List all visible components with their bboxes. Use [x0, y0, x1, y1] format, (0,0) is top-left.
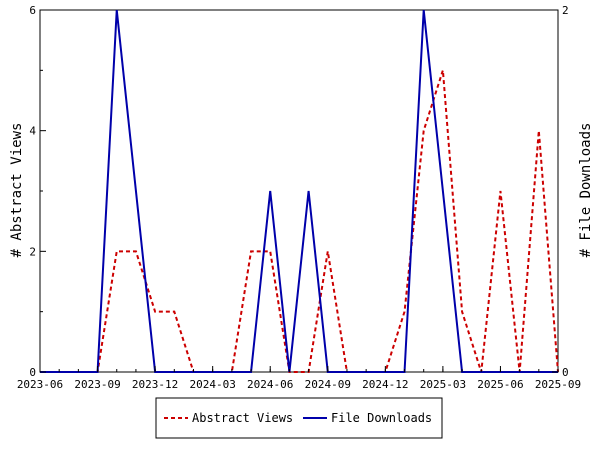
x-tick-label: 2024-06	[247, 378, 293, 391]
y-left-tick-label: 4	[29, 125, 36, 138]
y-axis-right-title: # File Downloads	[578, 123, 594, 258]
x-tick-label: 2025-09	[535, 378, 581, 391]
x-tick-label: 2024-12	[362, 378, 408, 391]
x-tick-label: 2023-09	[74, 378, 120, 391]
y-left-tick-label: 2	[29, 245, 36, 258]
x-tick-label: 2023-12	[132, 378, 178, 391]
y-right-tick-label: 0	[562, 366, 569, 379]
y-left-tick-label: 0	[29, 366, 36, 379]
legend-box	[155, 397, 443, 439]
x-tick-label: 2024-09	[305, 378, 351, 391]
x-axis: 2023-06 2023-09 2023-12 2024-03 2024-06 2024-…	[17, 366, 581, 391]
y-axis-right: 02	[552, 4, 569, 379]
legend-label-file-downloads: File Downloads	[331, 411, 432, 425]
legend: Abstract Views File Downloads	[155, 397, 443, 439]
x-tick-label: 2024-03	[189, 378, 235, 391]
y-right-tick-label: 2	[562, 4, 569, 17]
x-tick-label: 2023-06	[17, 378, 63, 391]
y-axis-left: 0 2 4 6	[29, 4, 46, 379]
x-tick-label: 2025-06	[477, 378, 523, 391]
series-line-file-downloads	[40, 9, 558, 373]
x-tick-label: 2025-03	[420, 378, 466, 391]
series-line-abstract-views	[40, 70, 559, 373]
plot-area	[39, 9, 559, 373]
y-axis-left-title: # Abstract Views	[9, 123, 25, 258]
y-left-tick-label: 6	[29, 4, 36, 17]
legend-label-abstract-views: Abstract Views	[192, 411, 293, 425]
plot-frame	[39, 9, 559, 373]
